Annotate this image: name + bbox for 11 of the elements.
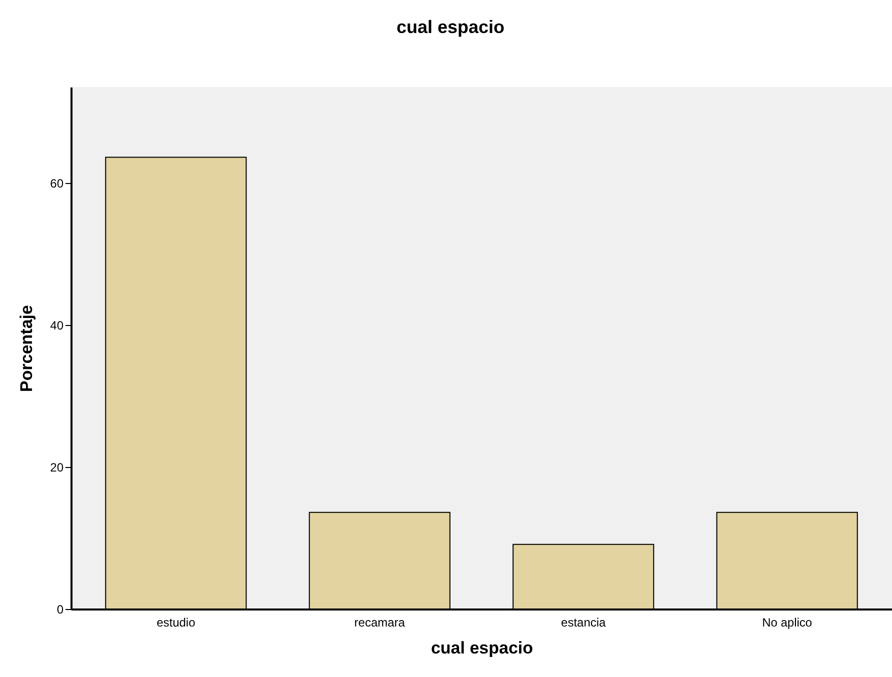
y-tick-label: 20 [50,460,64,474]
y-tick-label: 40 [50,318,64,332]
x-tick-label: No aplico [762,616,812,630]
x-axis-title: cual espacio [430,638,534,658]
y-tick-label: 0 [56,602,64,616]
chart-title: cual espacio [396,17,505,37]
y-tick-label: 60 [50,176,64,190]
x-tick-label: recamara [354,616,406,630]
x-tick-label: estancia [561,616,606,630]
y-axis-title: Porcentaje [17,305,36,392]
x-tick-label: estudio [156,616,196,630]
